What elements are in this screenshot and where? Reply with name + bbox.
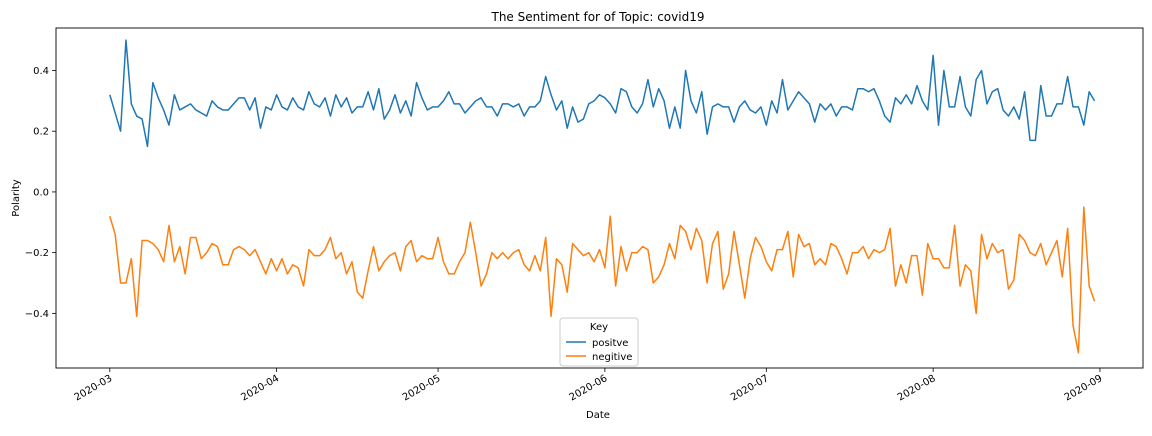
legend: Key positve negitive [559, 317, 639, 367]
legend-label-positve: positve [592, 338, 628, 349]
x-tick-label: 2020-06 [568, 373, 610, 403]
x-axis-label: Date [586, 410, 610, 421]
plot-frame [55, 27, 1144, 369]
chart-title: The Sentiment for of Topic: covid19 [491, 10, 705, 24]
y-tick-label: 0.4 [33, 66, 49, 77]
x-tick-label: 2020-07 [729, 373, 771, 403]
legend-title: Key [590, 322, 608, 333]
x-tick-label: 2020-08 [896, 373, 938, 403]
x-tick-label: 2020-05 [401, 373, 443, 403]
x-tick-label: 2020-09 [1063, 373, 1105, 403]
y-tick-label: 0.2 [33, 127, 49, 138]
x-tick-label: 2020-03 [73, 373, 115, 403]
legend-label-negitive: negitive [592, 352, 632, 363]
x-axis-ticks: 2020-03 2020-04 2020-05 2020-06 2020-07 2020-… [73, 368, 1105, 403]
y-tick-label: −0.2 [25, 248, 49, 259]
y-axis-label: Polarity [11, 179, 22, 217]
x-tick-label: 2020-04 [239, 373, 281, 403]
series-line-positve [109, 39, 1096, 148]
y-tick-label: 0.0 [33, 187, 49, 198]
y-axis-ticks: −0.4 −0.2 0.0 0.2 0.4 [25, 66, 56, 320]
y-tick-label: −0.4 [25, 309, 49, 320]
series-line-negitive [109, 206, 1096, 354]
legend-box [559, 317, 639, 367]
plot-lines [109, 39, 1096, 354]
